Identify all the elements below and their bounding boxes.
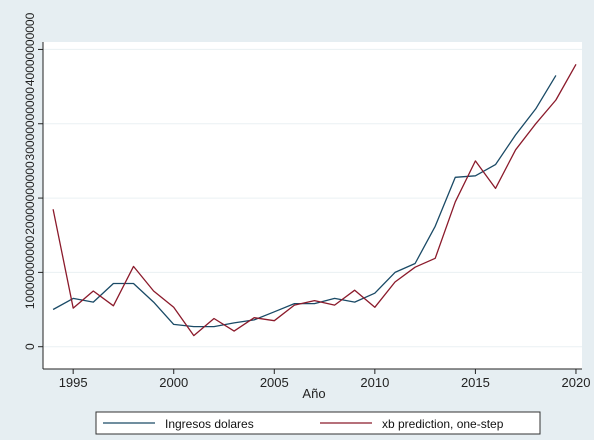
y-tick-label: 30000000000 bbox=[23, 87, 37, 161]
y-tick-label: 20000000000 bbox=[23, 161, 37, 235]
x-tick-label: 2020 bbox=[562, 375, 591, 390]
legend-label-xb-prediction: xb prediction, one-step bbox=[382, 417, 504, 431]
x-axis-title: Año bbox=[302, 386, 325, 401]
x-tick-label: 2000 bbox=[159, 375, 188, 390]
y-tick-label: 40000000000 bbox=[23, 12, 37, 86]
y-tick-label: 0 bbox=[23, 343, 37, 350]
legend-label-ingresos-dolares: Ingresos dolares bbox=[165, 417, 254, 431]
x-tick-label: 2010 bbox=[360, 375, 389, 390]
x-tick-label: 2005 bbox=[260, 375, 289, 390]
gridlines bbox=[43, 48, 582, 348]
x-tick-label: 2015 bbox=[461, 375, 490, 390]
x-axis: 1995 2000 2005 2010 2015 2020 bbox=[43, 368, 591, 390]
legend-box bbox=[95, 411, 541, 435]
legend: Ingresos dolares xb prediction, one-step bbox=[95, 411, 541, 435]
series-lines bbox=[52, 63, 577, 337]
series-line-1 bbox=[52, 63, 577, 337]
x-tick-label: 1995 bbox=[59, 375, 88, 390]
y-axis: 0 100000000002000000000030000000000400000… bbox=[23, 12, 44, 369]
y-tick-label: 10000000000 bbox=[23, 235, 37, 309]
series-line-0 bbox=[52, 75, 557, 328]
plot-area bbox=[43, 42, 582, 369]
